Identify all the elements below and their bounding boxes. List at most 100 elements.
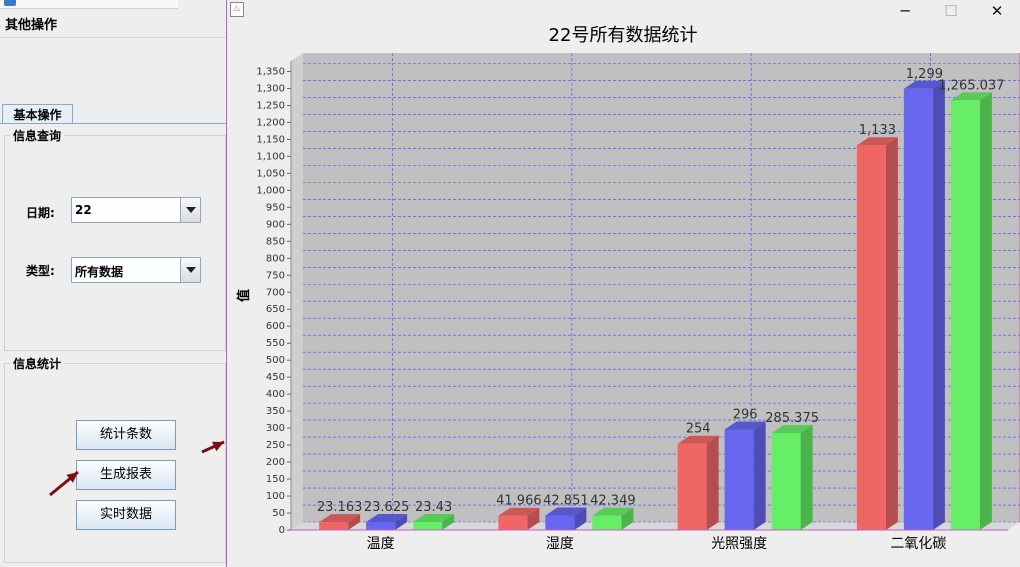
y-tick-label: 700 [266,287,285,298]
data-label: 23.163 [317,500,363,515]
bar-top [950,92,992,101]
annotation-arrow-head [212,441,224,452]
bar-side [753,421,766,530]
bar [319,522,349,530]
info-query-group: 信息查询 [4,127,226,351]
bar-side [442,514,455,530]
data-label: 285.375 [765,411,819,426]
minimize-button[interactable]: ─ [900,2,910,20]
x-category-label: 光照强度 [711,536,767,552]
x-category-label: 湿度 [546,536,574,552]
y-tick-label: 400 [266,389,285,400]
y-tick-label: 600 [266,321,285,332]
tab-basic-operations[interactable]: 基本操作 [2,104,73,124]
data-label: 1,265.037 [938,78,1004,93]
bar-side [395,513,408,530]
bar-top [771,425,813,434]
bar [545,515,575,530]
bar-side [979,92,992,530]
y-tick-label: 800 [266,253,285,264]
close-button[interactable]: ✕ [990,2,1004,20]
info-query-title: 信息查询 [10,127,65,144]
bar-side [800,425,813,530]
y-tick-label: 1,250 [256,100,285,111]
y-tick-label: 0 [279,525,285,536]
menu-other-operations[interactable]: 其他操作 [0,14,226,38]
data-label: 42.349 [590,494,636,509]
bar [366,521,396,530]
tab-divider [0,123,226,124]
y-tick-label: 300 [266,423,285,434]
bar [498,515,528,530]
data-label: 41.966 [496,494,542,509]
bar-top [677,435,719,444]
data-label: 254 [686,422,711,437]
y-tick-label: 250 [266,440,285,451]
generate-report-button[interactable]: 生成报表 [76,460,176,490]
bar [592,515,622,530]
y-tick-label: 50 [272,508,285,519]
bar-side [348,514,361,530]
bar [413,522,443,530]
y-tick-label: 450 [266,372,285,383]
date-select[interactable]: 22 [71,197,201,223]
bar-top [903,80,945,89]
y-tick-label: 500 [266,355,285,366]
app-icon [4,0,16,6]
y-tick-label: 950 [266,202,285,213]
bar-top [724,421,766,430]
bar-top [319,514,361,523]
chevron-down-icon[interactable] [180,258,200,282]
plot-side-wall [291,53,303,530]
data-label: 23.625 [364,500,410,515]
bar-side [932,80,945,530]
bar [677,443,707,530]
bar [724,429,754,530]
y-tick-label: 1,000 [256,185,285,196]
bar-side [885,137,898,530]
y-tick-label: 1,350 [256,66,285,77]
info-stats-group: 信息统计 [4,355,226,563]
type-select[interactable]: 所有数据 [71,257,201,283]
info-stats-title: 信息统计 [10,355,65,372]
annotation-arrow-head [66,472,78,483]
y-tick-label: 200 [266,457,285,468]
bar-top [592,507,634,516]
bar [856,145,886,530]
y-tick-label: 1,300 [256,83,285,94]
data-label: 23.43 [415,500,452,515]
y-tick-label: 150 [266,474,285,485]
x-category-label: 二氧化碳 [890,536,946,552]
y-tick-label: 1,050 [256,168,285,179]
y-tick-label: 650 [266,304,285,315]
date-select-value: 22 [75,203,92,217]
y-tick-label: 1,200 [256,117,285,128]
count-records-button[interactable]: 统计条数 [76,420,176,450]
bar [771,433,801,530]
chart-title: 22号所有数据统计 [548,25,698,46]
bar [950,100,980,530]
data-label: 1,299 [906,67,943,82]
y-tick-label: 900 [266,219,285,230]
y-tick-label: 1,100 [256,151,285,162]
bar-side [574,507,587,530]
data-label: 42.851 [543,493,589,508]
bar-side [621,507,634,530]
y-tick-label: 750 [266,270,285,281]
y-tick-label: 550 [266,338,285,349]
bar-top [545,507,587,516]
y-tick-label: 100 [266,491,285,502]
bar-top [498,507,540,516]
data-label: 1,133 [859,123,896,138]
maximize-button[interactable]: ☐ [944,2,958,20]
main-window: 其他操作 基本操作 信息查询 日期: 22 类型: 所有数据 信息统计 统计条数… [0,0,226,567]
bar [903,88,933,530]
realtime-data-button[interactable]: 实时数据 [76,500,176,530]
plot-floor [291,522,1020,530]
bar-top [856,137,898,146]
chevron-down-icon[interactable] [180,198,200,222]
x-category-label: 温度 [367,536,395,552]
y-tick-label: 1,150 [256,134,285,145]
bar-top [366,513,408,522]
